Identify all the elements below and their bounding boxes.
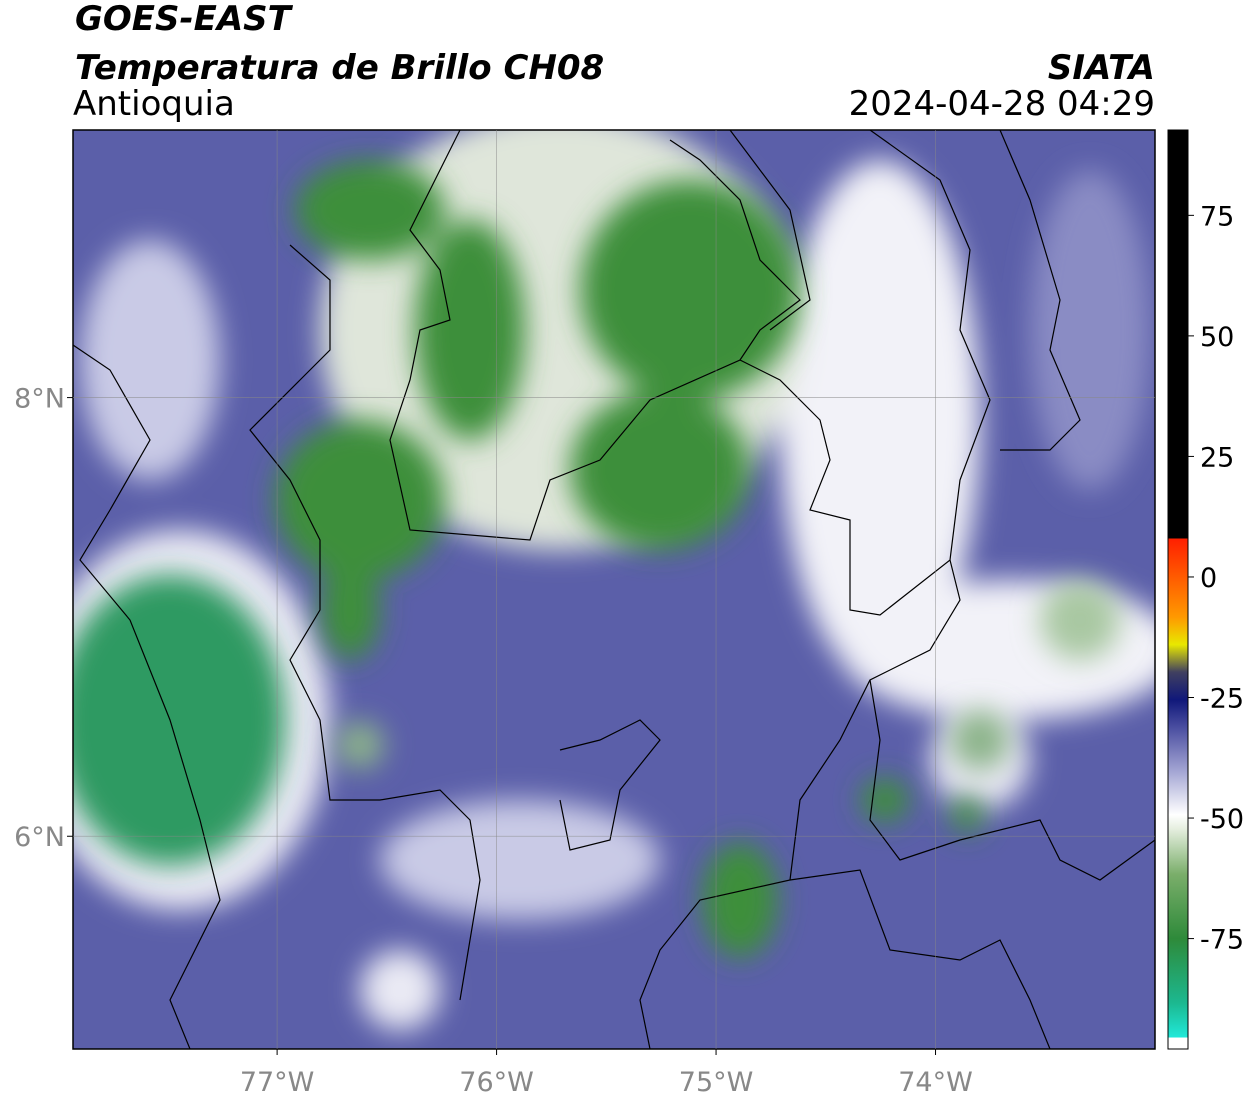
colorbar-tick-label: 75 (1200, 201, 1234, 232)
datetime: 2024-04-28 04:29 (849, 84, 1155, 124)
y-tick-label: 8°N (14, 384, 65, 415)
y-tick-label: 6°N (14, 822, 65, 853)
colorbar-tick-label: -75 (1200, 925, 1244, 956)
satellite: GOES-EAST (75, 0, 294, 39)
product: Temperatura de Brillo CH08 (75, 48, 604, 88)
colorbar-tick-label: -50 (1200, 804, 1244, 835)
x-tick-label: 77°W (240, 1067, 315, 1098)
colorbar-tick-label: 25 (1200, 442, 1234, 473)
borders (73, 130, 1155, 1049)
colorbar-tick-label: 50 (1200, 322, 1234, 353)
x-tick-label: 75°W (679, 1067, 754, 1098)
x-tick-label: 76°W (459, 1067, 534, 1098)
x-tick-label: 74°W (898, 1067, 973, 1098)
colorbar (1167, 129, 1189, 1050)
region: Antioquia (73, 84, 235, 124)
map-frame (72, 129, 1156, 1050)
colorbar-tick-label: -25 (1200, 684, 1244, 715)
colorbar-tick-label: 0 (1200, 563, 1217, 594)
map-field (73, 130, 1155, 1049)
source: SIATA (1048, 48, 1155, 88)
